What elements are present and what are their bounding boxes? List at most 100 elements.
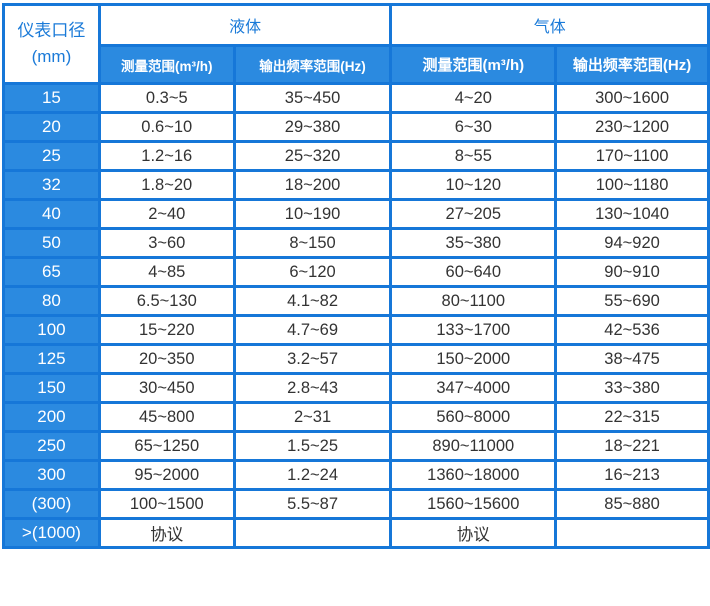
gas-range-cell: 80~1100 bbox=[389, 285, 558, 317]
liquid-freq-cell: 5.5~87 bbox=[232, 488, 393, 520]
diameter-cell: 300 bbox=[2, 459, 101, 491]
table-row: 150 30~450 2.8~43 347~4000 33~380 bbox=[2, 372, 710, 404]
liquid-freq-cell: 3.2~57 bbox=[232, 343, 393, 375]
gas-range-cell: 协议 bbox=[389, 517, 558, 549]
liquid-range-cell: 协议 bbox=[97, 517, 236, 549]
liquid-range-cell: 15~220 bbox=[97, 314, 236, 346]
gas-range-header: 测量范围(m³/h) bbox=[389, 44, 558, 85]
liquid-freq-header: 输出频率范围(Hz) bbox=[232, 44, 393, 85]
table-row: 250 65~1250 1.5~25 890~11000 18~221 bbox=[2, 430, 710, 462]
liquid-freq-cell: 29~380 bbox=[232, 111, 393, 143]
liquid-range-cell: 100~1500 bbox=[97, 488, 236, 520]
diameter-cell: >(1000) bbox=[2, 517, 101, 549]
liquid-freq-cell: 2~31 bbox=[232, 401, 393, 433]
table-row: 80 6.5~130 4.1~82 80~1100 55~690 bbox=[2, 285, 710, 317]
diameter-cell: 250 bbox=[2, 430, 101, 462]
table-row: >(1000) 协议 协议 bbox=[2, 517, 710, 549]
gas-range-cell: 133~1700 bbox=[389, 314, 558, 346]
table-row: 25 1.2~16 25~320 8~55 170~1100 bbox=[2, 140, 710, 172]
diameter-cell: 125 bbox=[2, 343, 101, 375]
table-row: 100 15~220 4.7~69 133~1700 42~536 bbox=[2, 314, 710, 346]
liquid-freq-cell: 10~190 bbox=[232, 198, 393, 230]
liquid-range-cell: 45~800 bbox=[97, 401, 236, 433]
diameter-unit: (mm) bbox=[31, 47, 72, 66]
liquid-range-cell: 3~60 bbox=[97, 227, 236, 259]
diameter-cell: 25 bbox=[2, 140, 101, 172]
diameter-cell: 200 bbox=[2, 401, 101, 433]
table-row: 40 2~40 10~190 27~205 130~1040 bbox=[2, 198, 710, 230]
gas-range-cell: 1560~15600 bbox=[389, 488, 558, 520]
liquid-range-cell: 2~40 bbox=[97, 198, 236, 230]
liquid-range-cell: 0.6~10 bbox=[97, 111, 236, 143]
gas-freq-cell: 18~221 bbox=[554, 430, 710, 462]
gas-range-cell: 35~380 bbox=[389, 227, 558, 259]
gas-range-cell: 150~2000 bbox=[389, 343, 558, 375]
liquid-freq-cell: 4.7~69 bbox=[232, 314, 393, 346]
liquid-range-cell: 20~350 bbox=[97, 343, 236, 375]
gas-freq-cell: 33~380 bbox=[554, 372, 710, 404]
gas-freq-cell bbox=[554, 517, 710, 549]
liquid-freq-cell: 4.1~82 bbox=[232, 285, 393, 317]
gas-range-cell: 1360~18000 bbox=[389, 459, 558, 491]
table-row: 32 1.8~20 18~200 10~120 100~1180 bbox=[2, 169, 710, 201]
table-row: 15 0.3~5 35~450 4~20 300~1600 bbox=[2, 82, 710, 114]
gas-freq-cell: 100~1180 bbox=[554, 169, 710, 201]
liquid-freq-cell: 25~320 bbox=[232, 140, 393, 172]
gas-freq-cell: 22~315 bbox=[554, 401, 710, 433]
diameter-cell: 100 bbox=[2, 314, 101, 346]
diameter-cell: 32 bbox=[2, 169, 101, 201]
liquid-freq-cell: 35~450 bbox=[232, 82, 393, 114]
liquid-range-cell: 6.5~130 bbox=[97, 285, 236, 317]
gas-range-cell: 8~55 bbox=[389, 140, 558, 172]
liquid-freq-cell: 2.8~43 bbox=[232, 372, 393, 404]
diameter-cell: 50 bbox=[2, 227, 101, 259]
liquid-freq-cell: 18~200 bbox=[232, 169, 393, 201]
gas-freq-cell: 16~213 bbox=[554, 459, 710, 491]
diameter-label: 仪表口径 bbox=[17, 21, 86, 40]
flow-range-table: 仪表口径 (mm) 液体 气体 测量范围(m³/h) 输出频率范围(Hz) 测量… bbox=[2, 3, 710, 549]
table-row: 125 20~350 3.2~57 150~2000 38~475 bbox=[2, 343, 710, 375]
diameter-cell: 150 bbox=[2, 372, 101, 404]
table-row: (300) 100~1500 5.5~87 1560~15600 85~880 bbox=[2, 488, 710, 520]
diameter-cell: 15 bbox=[2, 82, 101, 114]
diameter-cell: 80 bbox=[2, 285, 101, 317]
liquid-freq-cell bbox=[232, 517, 393, 549]
liquid-range-cell: 1.2~16 bbox=[97, 140, 236, 172]
gas-freq-cell: 90~910 bbox=[554, 256, 710, 288]
gas-freq-cell: 55~690 bbox=[554, 285, 710, 317]
gas-range-cell: 60~640 bbox=[389, 256, 558, 288]
liquid-range-cell: 1.8~20 bbox=[97, 169, 236, 201]
liquid-freq-cell: 6~120 bbox=[232, 256, 393, 288]
gas-freq-cell: 38~475 bbox=[554, 343, 710, 375]
gas-freq-cell: 42~536 bbox=[554, 314, 710, 346]
gas-freq-cell: 170~1100 bbox=[554, 140, 710, 172]
table-row: 65 4~85 6~120 60~640 90~910 bbox=[2, 256, 710, 288]
liquid-range-cell: 65~1250 bbox=[97, 430, 236, 462]
liquid-freq-cell: 1.2~24 bbox=[232, 459, 393, 491]
table-row: 300 95~2000 1.2~24 1360~18000 16~213 bbox=[2, 459, 710, 491]
gas-header: 气体 bbox=[389, 3, 710, 47]
gas-range-cell: 890~11000 bbox=[389, 430, 558, 462]
diameter-cell: 40 bbox=[2, 198, 101, 230]
diameter-cell: 65 bbox=[2, 256, 101, 288]
gas-freq-cell: 94~920 bbox=[554, 227, 710, 259]
gas-freq-cell: 130~1040 bbox=[554, 198, 710, 230]
liquid-freq-cell: 1.5~25 bbox=[232, 430, 393, 462]
gas-range-cell: 6~30 bbox=[389, 111, 558, 143]
liquid-range-header: 测量范围(m³/h) bbox=[97, 44, 236, 85]
gas-freq-cell: 300~1600 bbox=[554, 82, 710, 114]
liquid-range-cell: 0.3~5 bbox=[97, 82, 236, 114]
gas-freq-header: 输出频率范围(Hz) bbox=[554, 44, 710, 85]
diameter-header: 仪表口径 (mm) bbox=[2, 3, 101, 85]
liquid-header: 液体 bbox=[97, 3, 393, 47]
gas-freq-cell: 230~1200 bbox=[554, 111, 710, 143]
liquid-range-cell: 4~85 bbox=[97, 256, 236, 288]
diameter-cell: 20 bbox=[2, 111, 101, 143]
liquid-freq-cell: 8~150 bbox=[232, 227, 393, 259]
gas-range-cell: 27~205 bbox=[389, 198, 558, 230]
table-row: 200 45~800 2~31 560~8000 22~315 bbox=[2, 401, 710, 433]
gas-range-cell: 560~8000 bbox=[389, 401, 558, 433]
gas-range-cell: 10~120 bbox=[389, 169, 558, 201]
gas-freq-cell: 85~880 bbox=[554, 488, 710, 520]
liquid-range-cell: 95~2000 bbox=[97, 459, 236, 491]
